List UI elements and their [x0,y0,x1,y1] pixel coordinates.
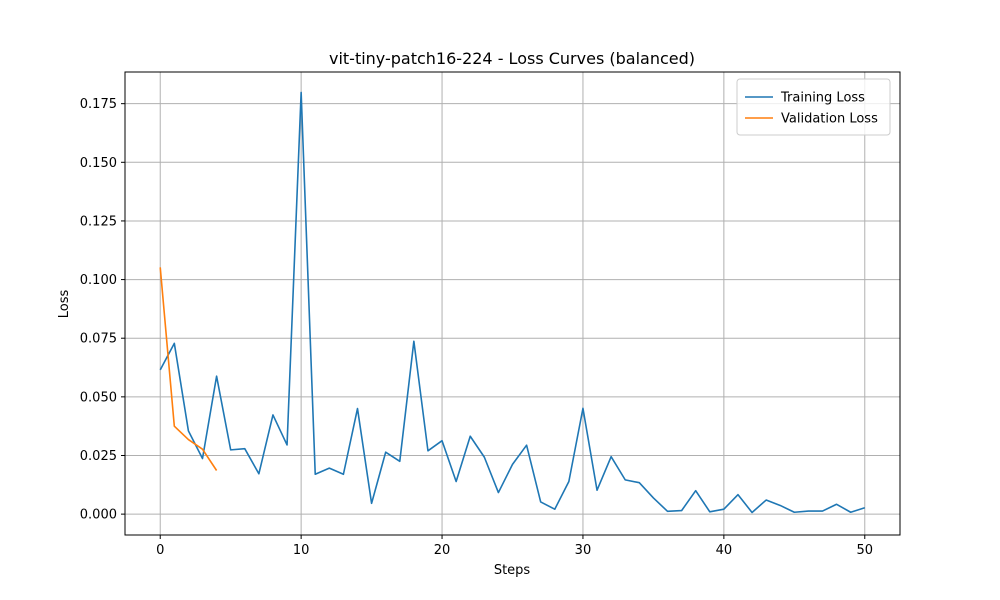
y-tick-label: 0.150 [80,156,117,171]
chart-title: vit-tiny-patch16-224 - Loss Curves (bala… [329,49,695,68]
x-tick-label: 40 [716,543,733,558]
legend-label-training-loss: Training Loss [780,91,865,106]
y-tick-label: 0.125 [80,214,117,229]
y-tick-label: 0.025 [80,449,117,464]
y-axis-label: Loss [57,290,72,319]
y-tick-label: 0.100 [80,273,117,288]
x-axis-label: Steps [494,563,531,578]
validation-loss-line [159,267,218,471]
x-tick-label: 10 [293,543,310,558]
legend: Training Loss Validation Loss [736,78,891,136]
legend-label-validation-loss: Validation Loss [781,112,878,127]
training-loss-line [159,91,866,514]
x-tick-label: 30 [575,543,592,558]
y-tick-label: 0.000 [80,508,117,523]
y-tick-label: 0.075 [80,332,117,347]
y-tick-label: 0.175 [80,97,117,112]
axis-ticks: 0 10 20 30 40 50 0.000 0.025 0.050 0.075 0.100 0.12… [80,97,873,558]
series-lines [159,91,866,514]
x-tick-label: 20 [434,543,451,558]
plot-frame [124,71,901,536]
x-tick-label: 0 [156,543,164,558]
y-tick-label: 0.050 [80,390,117,405]
x-tick-label: 50 [856,543,873,558]
legend-box [736,78,891,136]
